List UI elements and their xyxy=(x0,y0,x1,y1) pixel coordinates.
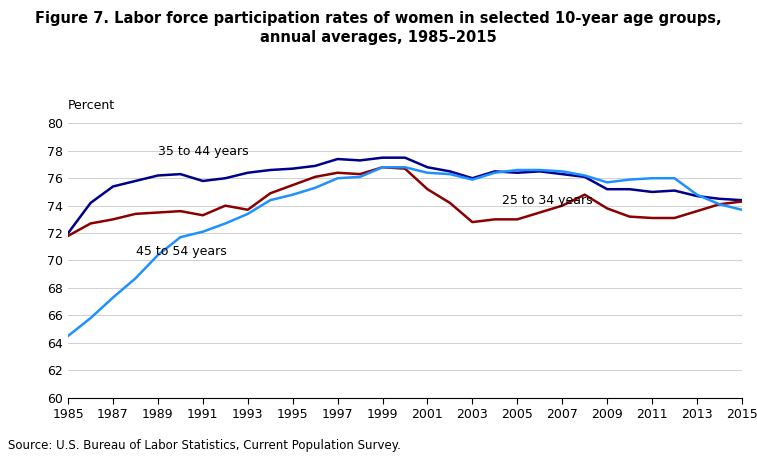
Text: Source: U.S. Bureau of Labor Statistics, Current Population Survey.: Source: U.S. Bureau of Labor Statistics,… xyxy=(8,440,400,452)
Text: 35 to 44 years: 35 to 44 years xyxy=(158,145,248,158)
Text: Percent: Percent xyxy=(68,99,115,112)
Text: 45 to 54 years: 45 to 54 years xyxy=(136,245,226,258)
Text: 25 to 34 years: 25 to 34 years xyxy=(502,194,592,207)
Text: annual averages, 1985–2015: annual averages, 1985–2015 xyxy=(260,30,497,45)
Text: Figure 7. Labor force participation rates of women in selected 10-year age group: Figure 7. Labor force participation rate… xyxy=(35,11,722,27)
